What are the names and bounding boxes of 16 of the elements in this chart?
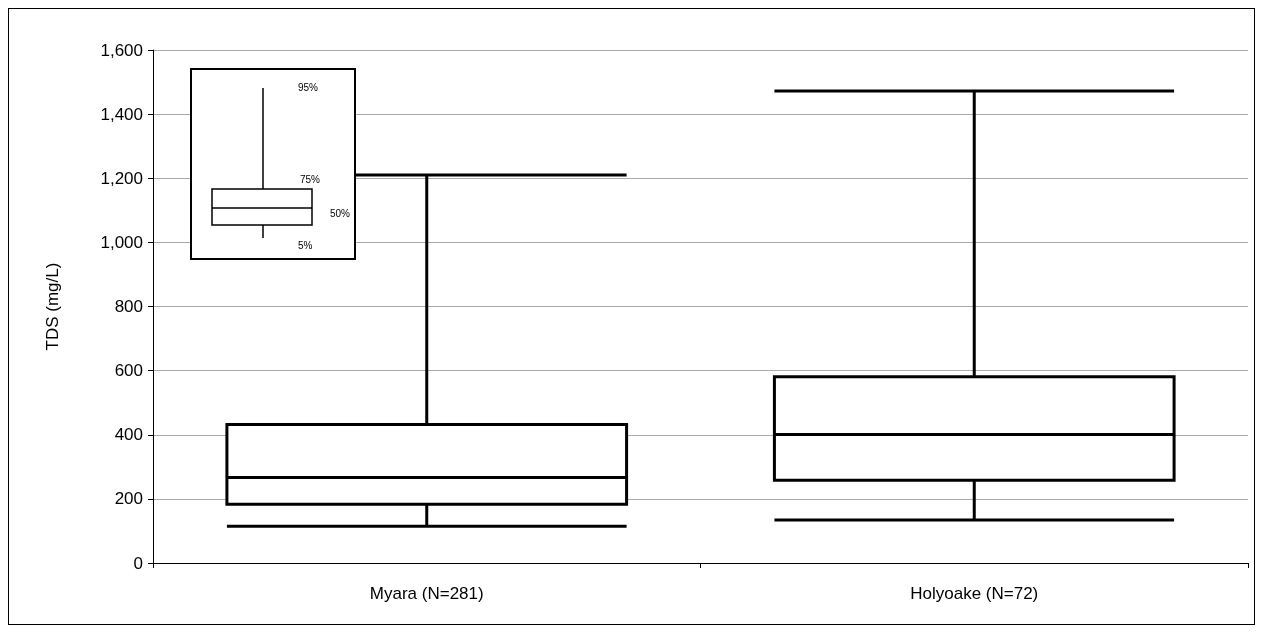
y-tick-label: 1,600 — [100, 40, 143, 60]
y-tick-label: 1,400 — [100, 104, 143, 124]
y-tick-label: 800 — [114, 297, 143, 316]
annotation: 95% — [298, 81, 319, 93]
annotation: 5% — [298, 239, 313, 251]
y-tick-label: 400 — [114, 425, 143, 445]
annotation: 75% — [300, 173, 321, 185]
x-tick-label: Holyoake (N=72) — [910, 584, 1039, 603]
y-tick-label: 1,200 — [100, 168, 143, 188]
x-tick-label: Myara (N=281) — [369, 584, 484, 603]
y-tick-label: 1,000 — [100, 232, 143, 252]
y-tick-label: 600 — [114, 361, 143, 381]
y-tick-label: 0 — [133, 553, 143, 573]
y-tick-label: 200 — [114, 489, 143, 509]
y-axis-title: TDS (mg/L) — [43, 262, 62, 351]
annotation: 50% — [330, 207, 351, 219]
